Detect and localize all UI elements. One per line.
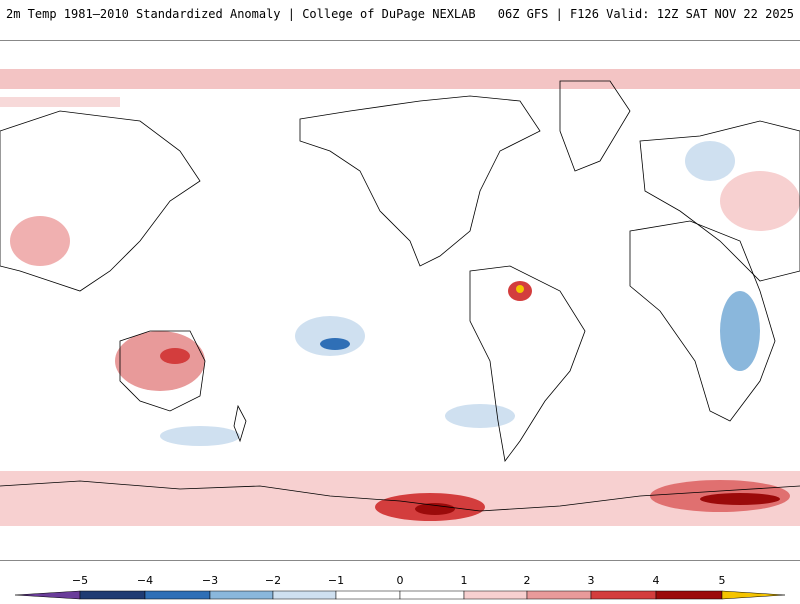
cb-segment-m5-m4	[79, 590, 146, 600]
product-title: 2m Temp 1981–2010 Standardized Anomaly |…	[6, 7, 476, 21]
cb-label: 3	[587, 574, 595, 587]
north-america-coast	[299, 95, 541, 267]
south-america-coast	[469, 265, 586, 462]
cb-segment-m2-m1	[272, 590, 337, 600]
extreme-warm-venezuela	[516, 285, 524, 293]
cb-label: −1	[327, 574, 345, 587]
cb-label: −4	[136, 574, 154, 587]
africa-coast	[629, 220, 776, 422]
extreme-core-antarctica-w	[415, 503, 455, 515]
map-header: 2m Temp 1981–2010 Standardized Anomaly |…	[0, 0, 800, 30]
cold-patch-south-atlantic	[445, 404, 515, 428]
greenland-coast	[559, 80, 631, 172]
colorbar: −5 −4 −3 −2 −1 0 1 2 3 4 5	[0, 570, 800, 600]
cb-label: −5	[71, 574, 89, 587]
warm-patch-india	[10, 216, 70, 266]
cold-patch-pacific	[295, 316, 365, 356]
extreme-core-antarctica-e	[700, 493, 780, 505]
cb-segment-1-2	[463, 590, 528, 600]
cb-label: 4	[652, 574, 660, 587]
cb-segment-m4-m3	[144, 590, 211, 600]
colorbar-scale	[14, 590, 786, 600]
cb-segment-m1-0	[335, 590, 401, 600]
cb-segment-0-1	[399, 590, 465, 600]
warm-core-australia	[160, 348, 190, 364]
arctic-warm-band	[0, 69, 800, 89]
new-zealand-coast	[233, 404, 247, 443]
map-canvas	[0, 69, 800, 526]
cb-segment-lt-5	[14, 590, 81, 600]
cb-label: −2	[264, 574, 282, 587]
antarctica-coast	[0, 480, 800, 512]
cb-label: 0	[396, 574, 404, 587]
cb-label: 5	[718, 574, 726, 587]
cb-label: 2	[523, 574, 531, 587]
model-valid-time: 06Z GFS | F126 Valid: 12Z SAT NOV 22 202…	[497, 7, 794, 21]
arctic-warm-band-2	[0, 97, 120, 107]
cb-label: 1	[460, 574, 468, 587]
cb-segment-3-4	[590, 590, 657, 600]
cb-segment-gt-5	[721, 590, 786, 600]
cb-segment-m3-m2	[209, 590, 274, 600]
warm-patch-asia	[720, 171, 800, 231]
cb-label: −3	[201, 574, 219, 587]
anomaly-map	[0, 40, 800, 561]
cold-core-pacific	[320, 338, 350, 350]
cb-segment-2-3	[526, 590, 592, 600]
warm-patch-australia	[115, 331, 205, 391]
australia-coast	[119, 330, 206, 412]
cb-segment-4-5	[655, 590, 723, 600]
cold-patch-south-pacific	[160, 426, 240, 446]
cold-patch-east-africa	[720, 291, 760, 371]
eurasia-east-coast	[0, 110, 201, 292]
cold-patch-europe	[685, 141, 735, 181]
eurasia-west-coast	[639, 120, 800, 282]
